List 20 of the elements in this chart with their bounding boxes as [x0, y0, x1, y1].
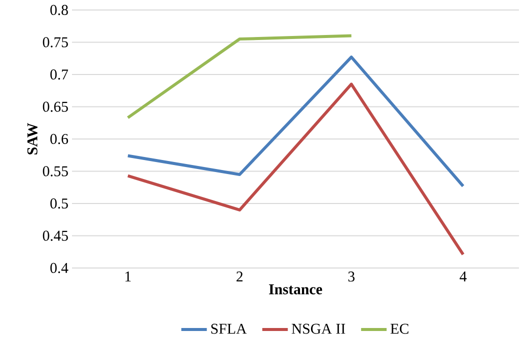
y-tick-label: 0.75 [42, 37, 68, 48]
y-tick-label: 0.45 [42, 230, 68, 241]
x-tick-label: 1 [125, 272, 131, 282]
y-axis-title: SAW [27, 123, 38, 154]
x-tick-label: 3 [348, 272, 355, 282]
y-tick-label: 0.55 [42, 166, 68, 176]
x-tick-label: 2 [236, 272, 243, 282]
x-tick-label: 4 [460, 272, 467, 282]
y-tick-label: 0.6 [50, 134, 68, 144]
legend-label: NSGA II [292, 324, 346, 334]
y-tick-label: 0.4 [50, 262, 68, 274]
line-series [126, 82, 465, 256]
y-tick-label: 0.65 [42, 102, 68, 112]
legend-label: EC [390, 324, 408, 334]
x-axis-title: Instance [269, 284, 322, 294]
y-tick-label: 0.5 [50, 198, 68, 209]
line-series [126, 56, 465, 188]
y-tick-label: 0.8 [50, 4, 68, 16]
y-tick-label: 0.7 [50, 69, 68, 80]
legend-label: SFLA [211, 324, 247, 334]
